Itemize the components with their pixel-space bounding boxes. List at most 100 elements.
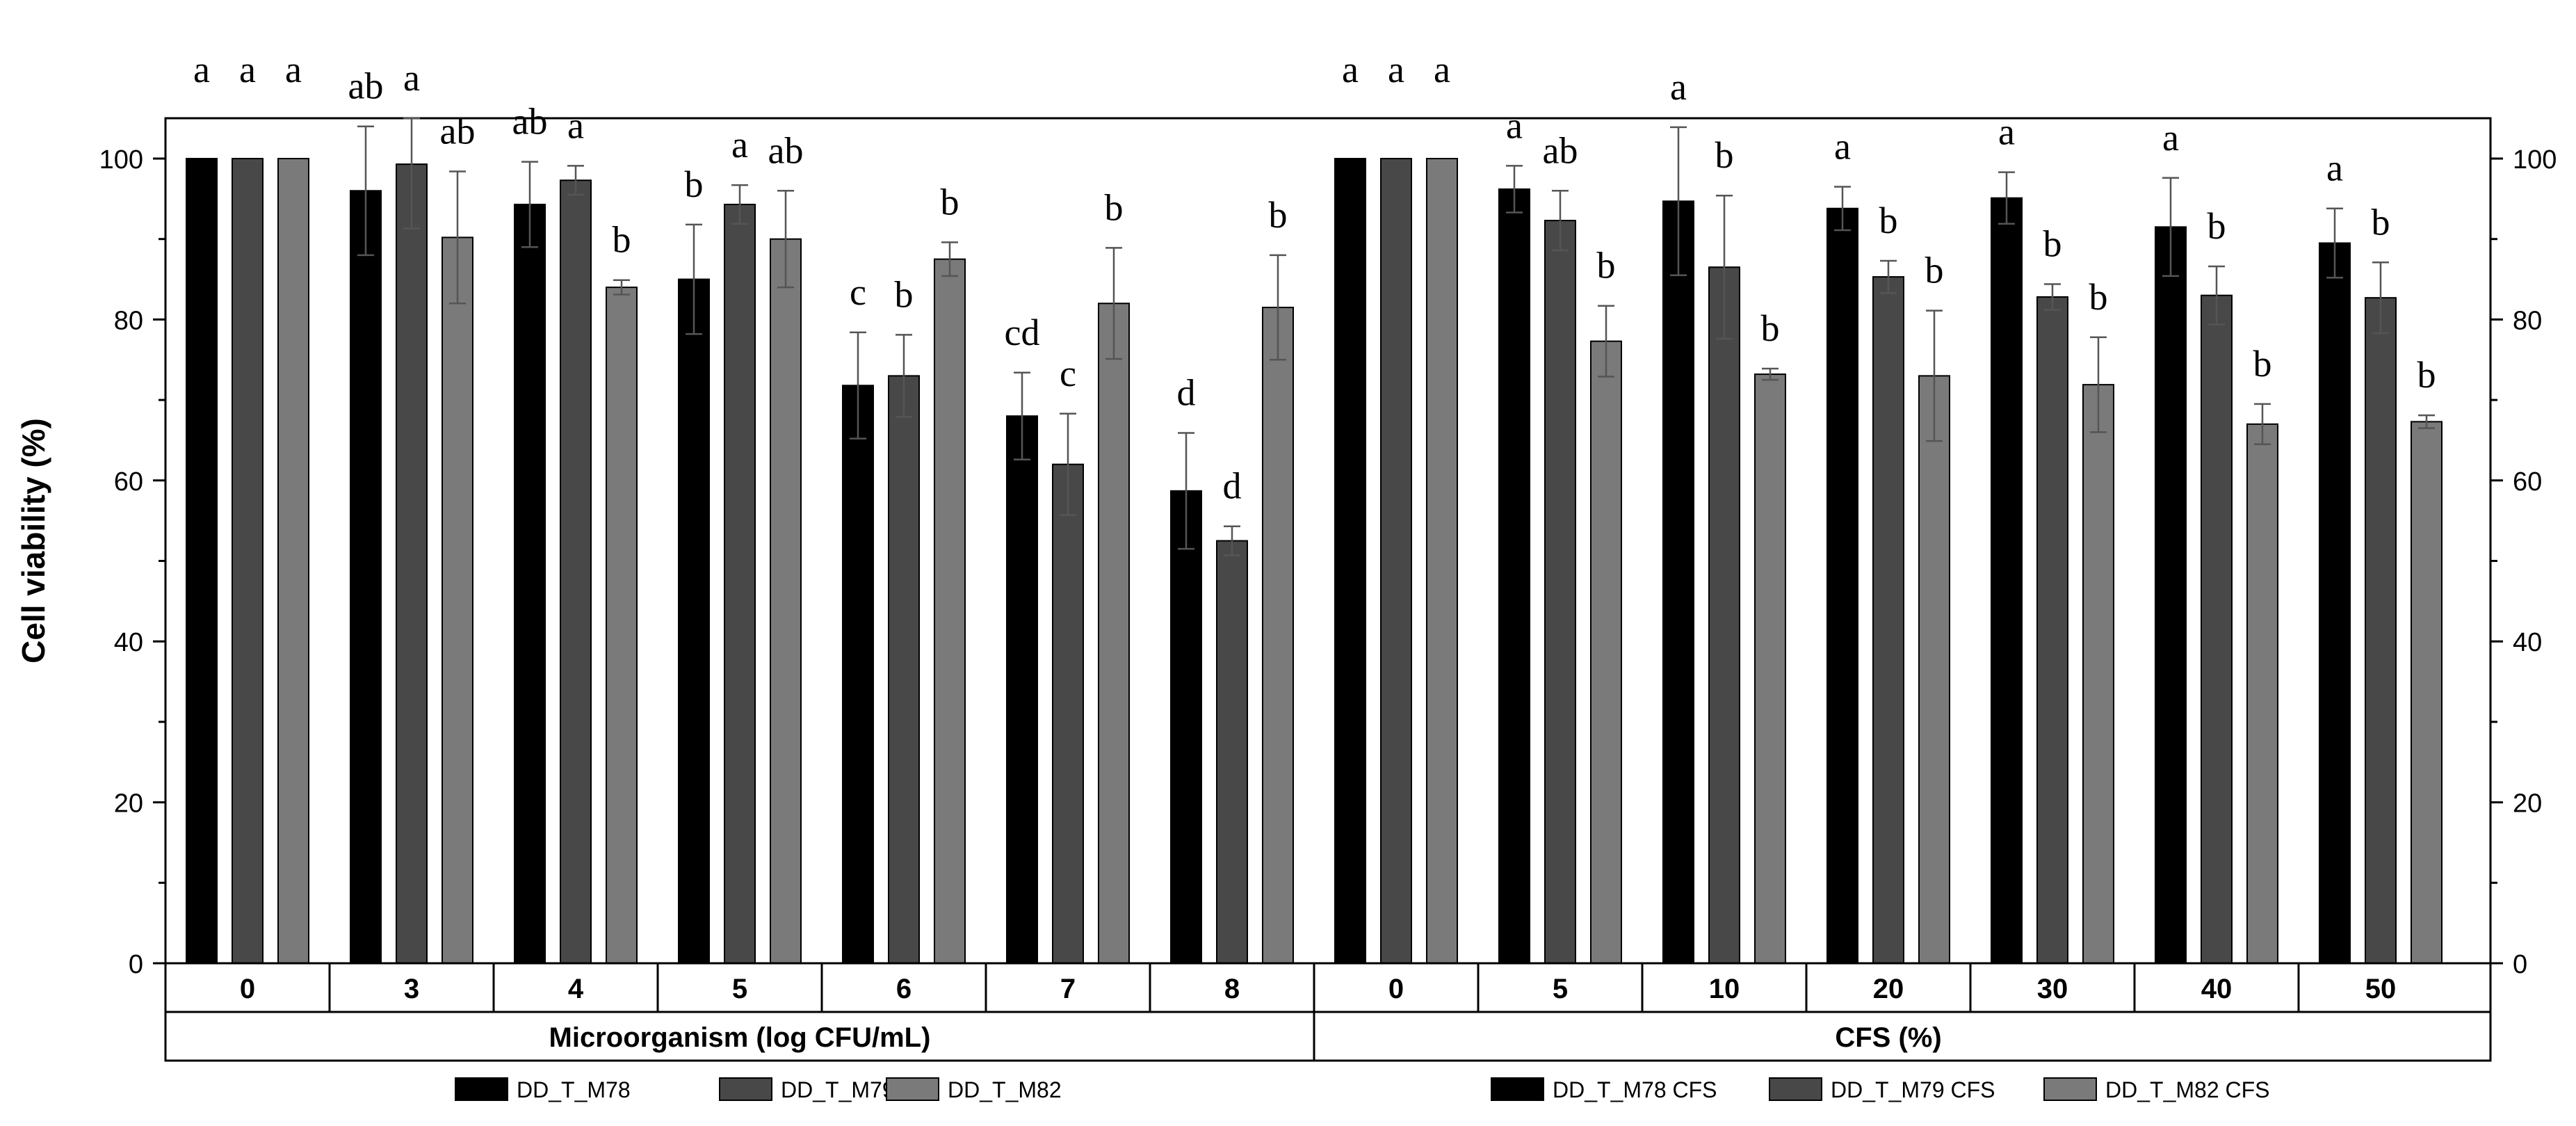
bar (2201, 294, 2233, 964)
bar (2082, 384, 2114, 964)
legends: DD_T_M78 DD_T_M79 DD_T_M82 DD_T_M78 CFS DD_T… (455, 1077, 2270, 1102)
bar (724, 203, 756, 965)
significance-letter: b (1761, 307, 1780, 349)
significance-letter: b (941, 181, 959, 223)
bar (442, 236, 473, 964)
bar (2365, 297, 2397, 964)
legend-swatch (719, 1077, 772, 1101)
bar (1052, 463, 1084, 964)
legend-swatch (455, 1077, 508, 1101)
significance-letter: a (1834, 125, 1851, 167)
significance-letter: b (1715, 134, 1734, 176)
significance-letter: a (1388, 49, 1404, 90)
bar (2319, 242, 2351, 964)
bar (1006, 415, 1038, 964)
bar (1170, 490, 1202, 964)
significance-letter: ab (1543, 129, 1578, 171)
bar (1662, 200, 1694, 964)
y-axis-title: Cell viability (%) (15, 418, 51, 663)
bar (277, 158, 309, 964)
y-tick-label-left: 40 (114, 628, 143, 657)
bar (1826, 207, 1858, 964)
legend-label: DD_T_M82 CFS (2105, 1077, 2270, 1102)
significance-letter: a (285, 49, 302, 90)
significance-letter: a (1434, 49, 1450, 90)
bar (606, 287, 638, 964)
significance-letter: b (1597, 245, 1616, 287)
significance-letter: a (1670, 66, 1687, 108)
legend-swatch (1491, 1077, 1544, 1101)
significance-letter: b (685, 163, 704, 205)
bar (842, 385, 874, 964)
bar (2411, 421, 2443, 964)
significance-letter: ab (440, 111, 476, 152)
axes: 0 0 20 20 40 40 60 60 80 80 100 100 Cell viability (… (15, 145, 2557, 979)
significance-letter: d (1223, 465, 1242, 507)
bar (1216, 540, 1248, 964)
significance-letter: a (403, 57, 420, 99)
bar (1754, 373, 1786, 964)
group-title: CFS (%) (1835, 1022, 1941, 1053)
bar (560, 179, 592, 964)
category-label: 0 (1388, 974, 1404, 1004)
significance-letter: b (1105, 186, 1124, 228)
category-label: 10 (1709, 974, 1740, 1004)
category-label: 3 (404, 974, 419, 1004)
bar (1262, 307, 1294, 965)
bar (1991, 197, 2023, 964)
significance-letter: a (1998, 111, 2015, 153)
legend-label: DD_T_M78 CFS (1553, 1077, 1717, 1102)
bar (396, 163, 428, 964)
bar (678, 278, 710, 964)
legend-swatch (2043, 1077, 2097, 1101)
bar (186, 158, 218, 964)
significance-letter: c (1060, 353, 1076, 394)
legend-label: DD_T_M79 CFS (1831, 1077, 1995, 1102)
significance-letter: ab (768, 129, 804, 171)
bar (232, 158, 264, 964)
significance-letter: a (2326, 147, 2343, 189)
significance-letter: c (850, 271, 866, 313)
bar (1098, 303, 1130, 964)
bar (350, 190, 382, 964)
category-label: 7 (1060, 974, 1076, 1004)
bar (1872, 276, 1904, 965)
significance-letter: ab (348, 65, 384, 107)
significance-letter: ab (512, 101, 548, 143)
bar (934, 258, 966, 964)
bar (1590, 340, 1622, 965)
significance-letter: b (2208, 205, 2226, 247)
significance-letter: b (613, 219, 631, 261)
bar (1426, 158, 1458, 964)
significance-letter: cd (1005, 312, 1040, 353)
significance-letter: b (2043, 223, 2062, 264)
significance-letter: b (1269, 194, 1288, 236)
y-tick-label-left: 0 (129, 950, 143, 979)
bar (1498, 188, 1530, 965)
bar (1544, 220, 1576, 964)
y-tick-label-right: 100 (2513, 145, 2557, 175)
significance-letter: b (1925, 250, 1944, 291)
significance-letter: d (1177, 372, 1196, 414)
bar (1918, 375, 1950, 964)
y-tick-label-right: 0 (2513, 950, 2527, 979)
y-tick-label-left: 100 (99, 145, 143, 175)
y-tick-label-right: 80 (2513, 306, 2542, 335)
legend-swatch (1769, 1077, 1822, 1101)
bar (1708, 266, 1740, 964)
significance-letter: a (1506, 104, 1523, 146)
significance-letter: b (2253, 343, 2272, 385)
category-label: 5 (732, 974, 747, 1004)
category-label: 20 (1873, 974, 1904, 1004)
group-title: Microorganism (log CFU/mL) (549, 1022, 931, 1053)
significance-letter: a (239, 49, 256, 90)
significance-letter: b (1879, 200, 1898, 241)
category-label: 0 (240, 974, 255, 1004)
category-label: 40 (2201, 974, 2233, 1004)
category-label: 5 (1553, 974, 1568, 1004)
significance-letter: a (2162, 117, 2179, 159)
bar (2155, 226, 2187, 965)
legend-label: DD_T_M79 (781, 1077, 895, 1102)
significance-letter: a (567, 104, 584, 146)
